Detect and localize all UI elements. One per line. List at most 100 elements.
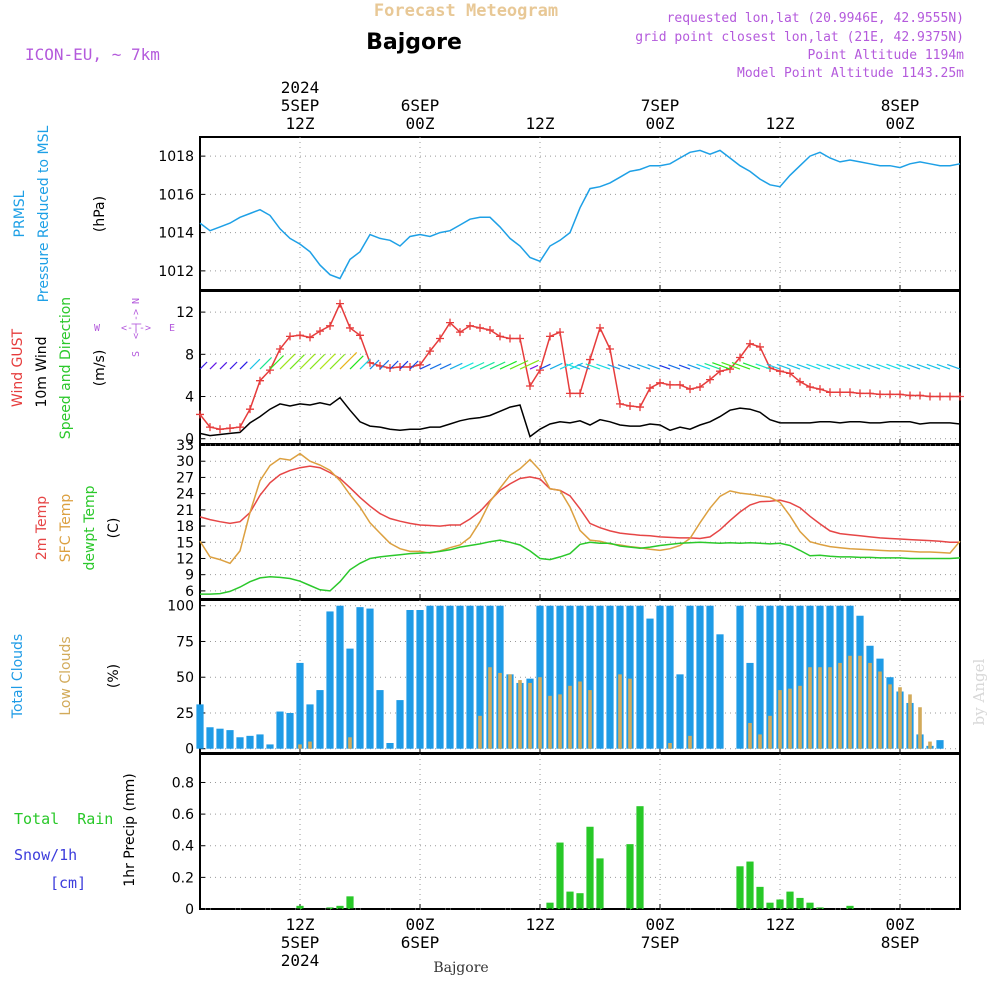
bar-low-clouds [848,655,852,749]
bar-total-clouds [646,618,654,749]
wind-arrow [449,362,463,370]
wind-arrow [846,363,861,370]
bar-total-clouds [686,605,694,749]
gust-point [636,403,644,412]
bar-total-clouds [466,605,474,749]
bar-low-clouds [928,741,932,749]
gust-point [286,332,294,341]
bottom-time-label: 6SEP [401,933,440,952]
wind-arrow [559,362,574,370]
bar-low-clouds [528,682,532,749]
wind-arrow [836,363,851,370]
wind-arrow [755,363,771,370]
bar-total-clouds [196,704,204,749]
bar-total-clouds [716,634,724,749]
gust-point [566,389,574,398]
wind-arrow [565,363,581,370]
wind-arrow [549,362,563,370]
footer-location: Bajgore [433,960,488,976]
bar-total-clouds [576,605,584,749]
requested-coords: requested lon,lat (20.9946E, 42.9555N) [667,11,964,26]
wind-arrow [896,363,911,370]
wind-arrow [617,364,631,370]
bar-low-clouds [768,715,772,749]
gust-point [506,334,514,343]
app-title: Forecast Meteogram [374,1,558,21]
plot-layer: 1012101410161018048126912151821242730330… [158,78,964,970]
panel-4: 0 25 50 75 100 [167,599,961,758]
gust-point [516,334,524,343]
bar-total-clouds [666,605,674,749]
bar-total-clouds [546,605,554,749]
model-altitude: Model Point Altitude 1143.25m [737,66,964,81]
gust-point [756,342,764,351]
gust-point [626,402,634,411]
bar-total-clouds [396,700,404,749]
y-tick-label: 21 [176,503,194,519]
wind-arrow [529,364,539,370]
top-time-label: 7SEP [641,96,680,115]
gust-point [326,321,334,330]
top-time-label: 8SEP [881,96,920,115]
bar-total-clouds [366,608,374,749]
bar-low-clouds [518,680,522,749]
y-tick-label: 9 [185,568,194,584]
bar-low-clouds [898,687,902,749]
gust-point [346,323,354,332]
gust-point [536,366,544,375]
panel-frame [199,136,961,291]
bar-total-clouds [416,610,424,749]
bar-total-rain [846,905,854,909]
wind-arrow [319,353,336,370]
y-tick-label: 15 [176,535,194,551]
wind-arrow [916,363,931,370]
bar-low-clouds [748,722,752,749]
compass-w: W [94,323,101,334]
gust-point [666,380,674,389]
panel-2: 0 4 8 12 [176,290,964,448]
gust-point [476,323,484,332]
bottom-time-label: 00Z [406,915,435,934]
gust-point [416,360,424,369]
wind-arrow [712,362,731,370]
top-time-label: 6SEP [401,96,440,115]
wind-arrow [678,364,691,370]
y-tick-label: 12 [176,551,194,567]
bar-total-rain [566,891,574,909]
bar-total-clouds [316,690,324,749]
bar-total-clouds [456,605,464,749]
bar-total-clouds [786,605,794,749]
temp-unit: (C) [106,518,122,539]
wind-unit: (m/s) [92,350,108,387]
top-time-label: 00Z [886,114,915,133]
gust-point [606,345,614,354]
bar-low-clouds [888,684,892,749]
bar-total-rain [336,905,344,909]
bar-total-rain [746,861,754,909]
wind-arrow [627,364,641,370]
wind-arrow [509,360,529,370]
gust-point [796,377,804,386]
gust-point [596,323,604,332]
wind-arrow [399,360,409,370]
y-tick-label: 0.2 [172,870,194,886]
bar-low-clouds [688,735,692,749]
gust-point [526,381,534,390]
bar-total-clouds [656,605,664,749]
wind-arrow [585,363,601,370]
gust-point [916,391,924,400]
bar-total-clouds [636,605,644,749]
gust-point [496,332,504,341]
bar-low-clouds [478,715,482,749]
prmsl-label: PRMSL [12,190,28,237]
bar-low-clouds [778,690,782,749]
bar-low-clouds [908,694,912,749]
gust-point [446,318,454,327]
wind-arrow [249,358,261,370]
wind-arrow [696,363,711,370]
gust-point [786,369,794,378]
bar-total-clouds [736,605,744,749]
y-tick-label: 100 [167,599,194,615]
gust-point [876,390,884,399]
wind-arrow [339,351,358,370]
